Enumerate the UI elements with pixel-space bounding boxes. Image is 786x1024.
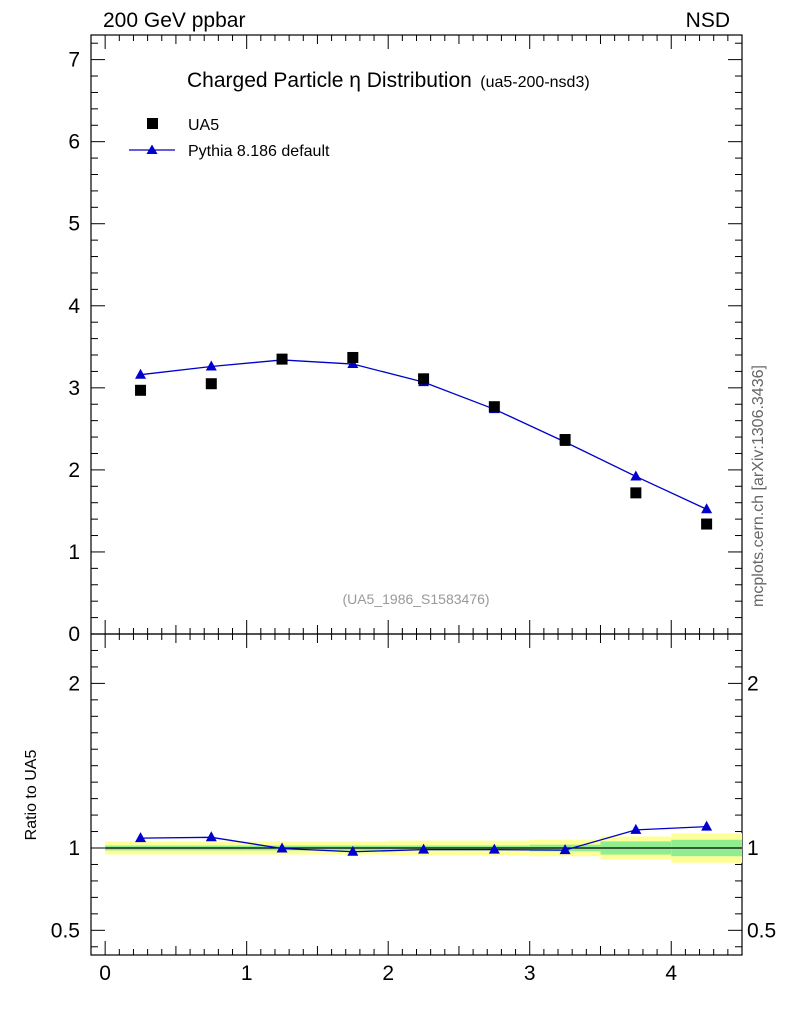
ratio-y-tick-label-right: 0.5 [747, 919, 776, 942]
ratio-pythia-point [701, 820, 713, 831]
ua5-point [205, 378, 217, 390]
main-y-tick-label: 7 [68, 49, 80, 72]
ratio-pythia-point [488, 843, 500, 854]
legend-label-pythia: Pythia 8.186 default [188, 143, 330, 160]
x-tick-label: 1 [241, 962, 253, 985]
ratio-y-tick-label-right: 1 [747, 837, 759, 860]
legend: UA5 Pythia 8.186 default [129, 117, 330, 160]
ratio-plot-frame [90, 633, 743, 956]
chart-title-main: Charged Particle η Distribution [187, 69, 472, 92]
ratio-pythia-point [205, 831, 217, 842]
ratio-y-tick-label-right: 2 [747, 672, 759, 695]
ua5-point [347, 351, 359, 363]
pythia-point [630, 470, 642, 481]
pythia-point [701, 503, 713, 514]
watermark: mcplots.cern.ch [arXiv:1306.3436] [750, 365, 767, 607]
ua5-point [276, 353, 288, 365]
ua5-point [488, 401, 500, 413]
ua5-point [559, 434, 571, 446]
legend-marker-ua5 [147, 118, 158, 129]
legend-marker-pythia [146, 144, 158, 154]
x-tick-labels: 0 1 2 3 4 [99, 962, 677, 985]
x-tick-label: 3 [524, 962, 536, 985]
ratio-pythia-point [347, 845, 359, 856]
chart-title-sub: (ua5-200-nsd3) [480, 74, 589, 91]
main-axis-ticks [91, 35, 743, 635]
ratio-y-axis-label: Ratio to UA5 [23, 750, 40, 841]
x-tick-label: 4 [665, 962, 677, 985]
ua5-series [135, 351, 713, 530]
pythia-point [347, 358, 359, 369]
main-y-tick-label: 6 [68, 131, 80, 154]
ratio-y-tick-label-left: 0.5 [51, 919, 80, 942]
x-tick-label: 2 [382, 962, 394, 985]
ratio-y-tick-labels: 0.5 0.5 1 1 2 2 [51, 672, 776, 942]
ua5-point [135, 384, 147, 396]
ratio-y-tick-label-left: 1 [68, 837, 80, 860]
legend-label-ua5: UA5 [188, 117, 219, 134]
analysis-label: (UA5_1986_S1583476) [342, 591, 489, 607]
ratio-pythia-point [418, 843, 430, 854]
main-y-tick-label: 1 [68, 541, 80, 564]
ratio-pythia-series [135, 820, 713, 856]
main-y-tick-labels: 0 1 2 3 4 5 6 7 [68, 49, 80, 646]
x-tick-label: 0 [99, 962, 111, 985]
main-y-tick-label: 2 [68, 459, 80, 482]
ratio-axis-ticks [91, 634, 743, 955]
main-y-tick-label: 0 [68, 623, 80, 646]
ua5-point [701, 518, 713, 530]
header-left: 200 GeV ppbar [103, 9, 245, 32]
ratio-y-tick-label-left: 2 [68, 672, 80, 695]
ratio-pythia-point [276, 842, 288, 853]
pythia-point [135, 368, 147, 379]
main-y-tick-label: 3 [68, 377, 80, 400]
ratio-pythia-point [630, 823, 642, 834]
chart-title: Charged Particle η Distribution (ua5-200… [187, 69, 590, 92]
ua5-point [630, 487, 642, 499]
header-right: NSD [686, 9, 730, 32]
ratio-pythia-point [135, 832, 147, 843]
ratio-pythia-point [559, 844, 571, 855]
ua5-point [418, 373, 430, 385]
main-y-tick-label: 4 [68, 295, 80, 318]
main-y-tick-label: 5 [68, 213, 80, 236]
pythia-point [205, 360, 217, 371]
